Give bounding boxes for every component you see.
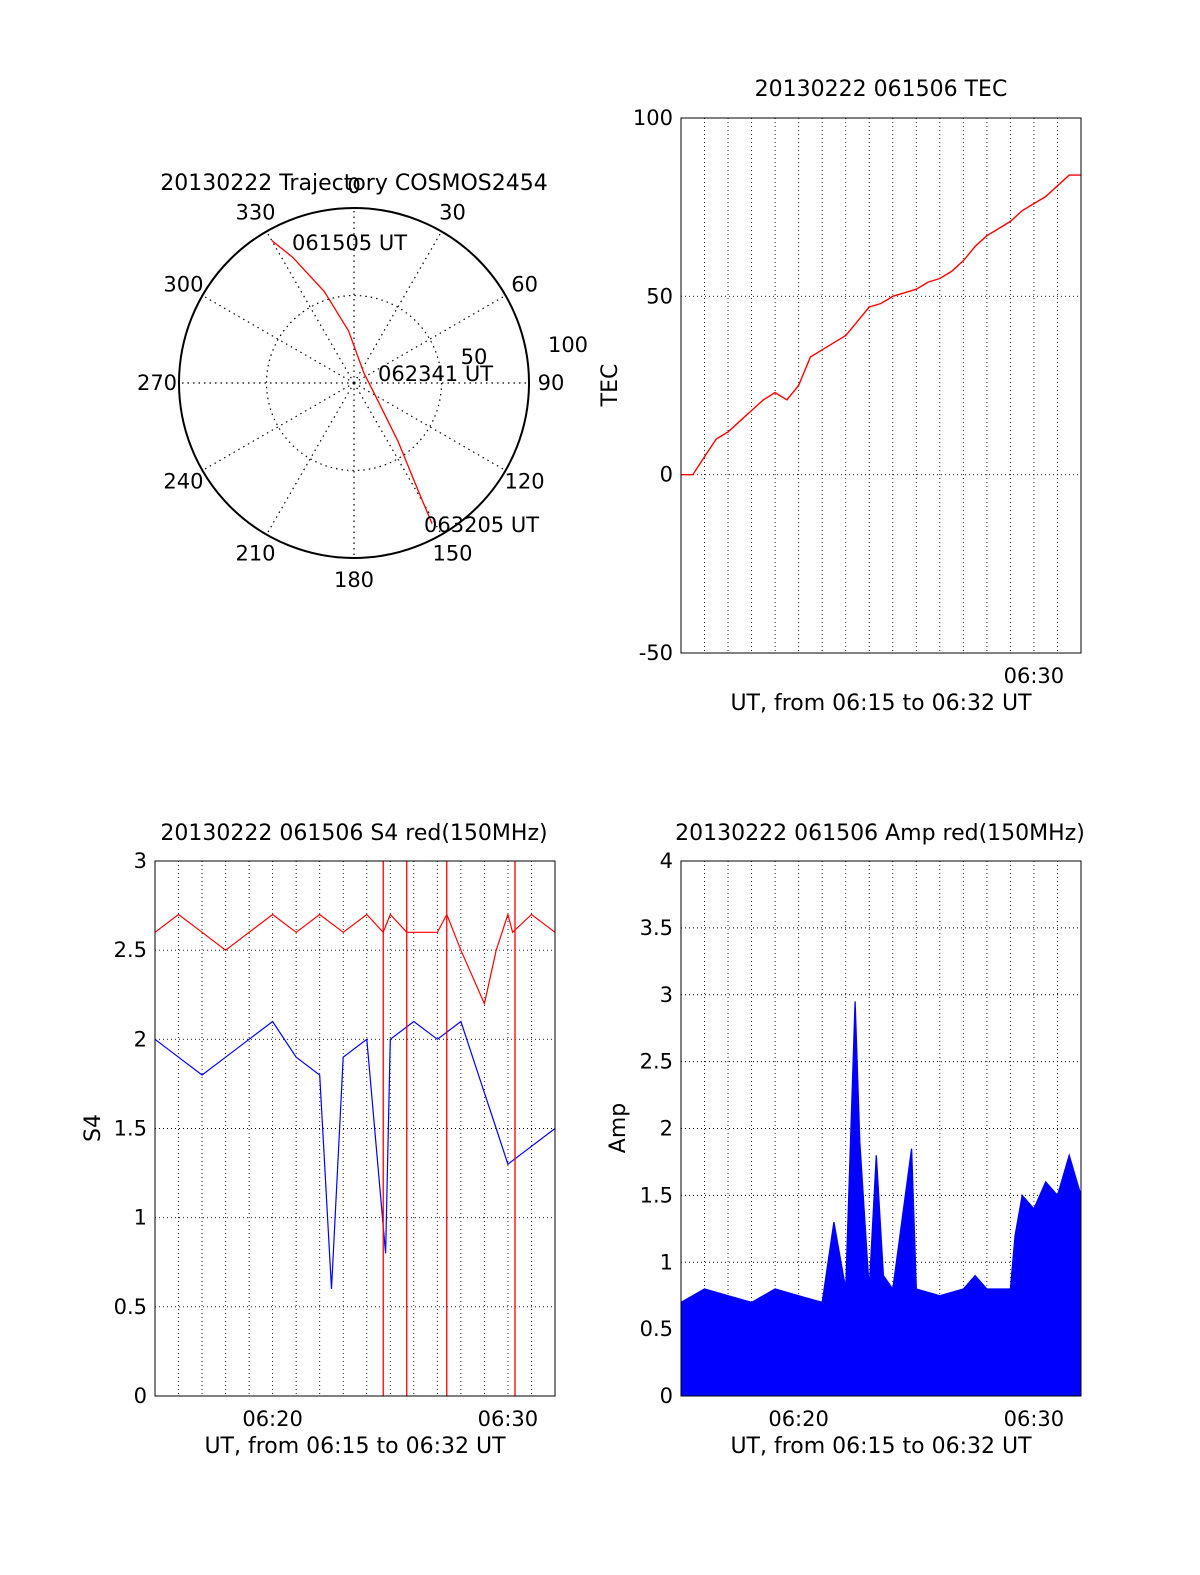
x-tick-label: 06:20 xyxy=(242,1407,303,1431)
tec-ylabel: TEC xyxy=(598,364,623,408)
polar-spoke xyxy=(202,382,355,472)
y-tick-label: 0.5 xyxy=(640,1317,673,1341)
trajectory-line xyxy=(271,239,433,525)
s4-red-dropouts xyxy=(382,861,516,1396)
polar-spoke xyxy=(353,382,443,535)
polar-azimuth-label: 120 xyxy=(505,470,545,494)
y-tick-label: 50 xyxy=(646,284,673,308)
y-tick-label: 100 xyxy=(633,106,673,130)
y-tick-label: 3 xyxy=(660,983,673,1007)
amp-x-tick-labels: 06:20 06:30 xyxy=(768,1407,1064,1431)
y-tick-label: 2 xyxy=(660,1117,673,1141)
s4-plot-frame xyxy=(154,860,556,1397)
s4-xlabel: UT, from 06:15 to 06:32 UT xyxy=(204,1434,506,1459)
tec-grid xyxy=(681,118,1081,653)
tec-y-tick-labels: -50 0 50 100 xyxy=(633,106,673,665)
s4-y-tick-labels: 0 0.5 1 1.5 2 2.5 3 xyxy=(114,849,147,1408)
polar-trajectory-panel: 20130222 Trajectory COSMOS2454 0 30 60 90 12… xyxy=(137,171,588,592)
amp-title: 20130222 061506 Amp red(150MHz) xyxy=(675,821,1085,846)
polar-radial-label-50: 50 xyxy=(461,345,488,369)
tec-panel: 20130222 061506 TEC -50 0 50 100 06:30 UT, … xyxy=(598,77,1082,716)
x-tick-label: 06:30 xyxy=(1004,1407,1065,1431)
y-tick-label: -50 xyxy=(639,641,673,665)
y-tick-label: 0 xyxy=(660,463,673,487)
y-tick-label: 0.5 xyxy=(114,1295,147,1319)
trajectory-mid-label: 062341 UT xyxy=(378,362,493,386)
tec-series-line xyxy=(681,174,1081,476)
polar-azimuth-label: 30 xyxy=(439,200,466,224)
y-tick-label: 0 xyxy=(134,1384,147,1408)
polar-inner-circle xyxy=(265,294,443,472)
amp-plot-frame xyxy=(680,860,1082,1397)
trajectory-end-label: 063205 UT xyxy=(424,513,539,537)
y-tick-label: 2.5 xyxy=(114,938,147,962)
y-tick-label: 3.5 xyxy=(640,916,673,940)
polar-azimuth-label: 270 xyxy=(137,371,177,395)
polar-azimuth-label: 90 xyxy=(538,371,565,395)
polar-spoke xyxy=(353,382,506,472)
amp-ylabel: Amp xyxy=(606,1103,631,1153)
polar-grid xyxy=(178,207,530,559)
polar-title: 20130222 Trajectory COSMOS2454 xyxy=(160,171,547,196)
amp-y-tick-labels: 0 0.5 1 1.5 2 2.5 3 3.5 4 xyxy=(640,849,673,1408)
x-tick-label: 06:30 xyxy=(478,1407,539,1431)
y-tick-label: 2.5 xyxy=(640,1050,673,1074)
y-tick-label: 1.5 xyxy=(640,1183,673,1207)
s4-grid xyxy=(155,861,555,1396)
polar-spoke xyxy=(265,382,355,535)
y-tick-label: 1 xyxy=(134,1206,147,1230)
polar-azimuth-label: 330 xyxy=(235,200,275,224)
amp-series-area xyxy=(681,1001,1081,1396)
tec-x-tick-labels: 06:30 xyxy=(1004,664,1065,688)
amp-xlabel: UT, from 06:15 to 06:32 UT xyxy=(730,1434,1032,1459)
polar-azimuth-label: 150 xyxy=(432,542,472,566)
y-tick-label: 0 xyxy=(660,1384,673,1408)
s4-x-tick-labels: 06:20 06:30 xyxy=(242,1407,538,1431)
polar-radial-label-100: 100 xyxy=(548,333,588,357)
s4-title: 20130222 061506 S4 red(150MHz) xyxy=(160,821,547,846)
amp-series-line xyxy=(680,1001,1082,1304)
tec-xlabel: UT, from 06:15 to 06:32 UT xyxy=(730,691,1032,716)
polar-azimuth-label: 180 xyxy=(334,568,374,592)
trajectory-start-label: 061505 UT xyxy=(292,231,407,255)
polar-azimuth-label: 300 xyxy=(163,273,203,297)
x-tick-label: 06:20 xyxy=(768,1407,829,1431)
polar-azimuth-labels: 0 30 60 90 120 150 180 210 240 270 300 330 xyxy=(137,174,564,592)
polar-outer-circle xyxy=(178,207,530,559)
y-tick-label: 3 xyxy=(134,849,147,873)
polar-azimuth-label: 210 xyxy=(235,542,275,566)
y-tick-label: 2 xyxy=(134,1027,147,1051)
y-tick-label: 1.5 xyxy=(114,1117,147,1141)
tec-plot-frame xyxy=(680,117,1082,654)
s4-red-series-line xyxy=(154,912,556,1006)
tec-title: 20130222 061506 TEC xyxy=(755,77,1008,102)
s4-ylabel: S4 xyxy=(81,1114,106,1142)
y-tick-label: 1 xyxy=(660,1250,673,1274)
polar-azimuth-label: 60 xyxy=(511,273,538,297)
y-tick-label: 4 xyxy=(660,849,673,873)
s4-panel: 20130222 061506 S4 red(150MHz) 0 0.5 1 1.5 2… xyxy=(81,821,556,1459)
s4-blue-series-line xyxy=(154,1020,556,1290)
polar-azimuth-label: 0 xyxy=(347,174,360,198)
x-tick-label: 06:30 xyxy=(1004,664,1065,688)
amp-panel: 20130222 061506 Amp red(150MHz) 0 0.5 1 1.5… xyxy=(606,821,1085,1459)
polar-azimuth-label: 240 xyxy=(163,470,203,494)
